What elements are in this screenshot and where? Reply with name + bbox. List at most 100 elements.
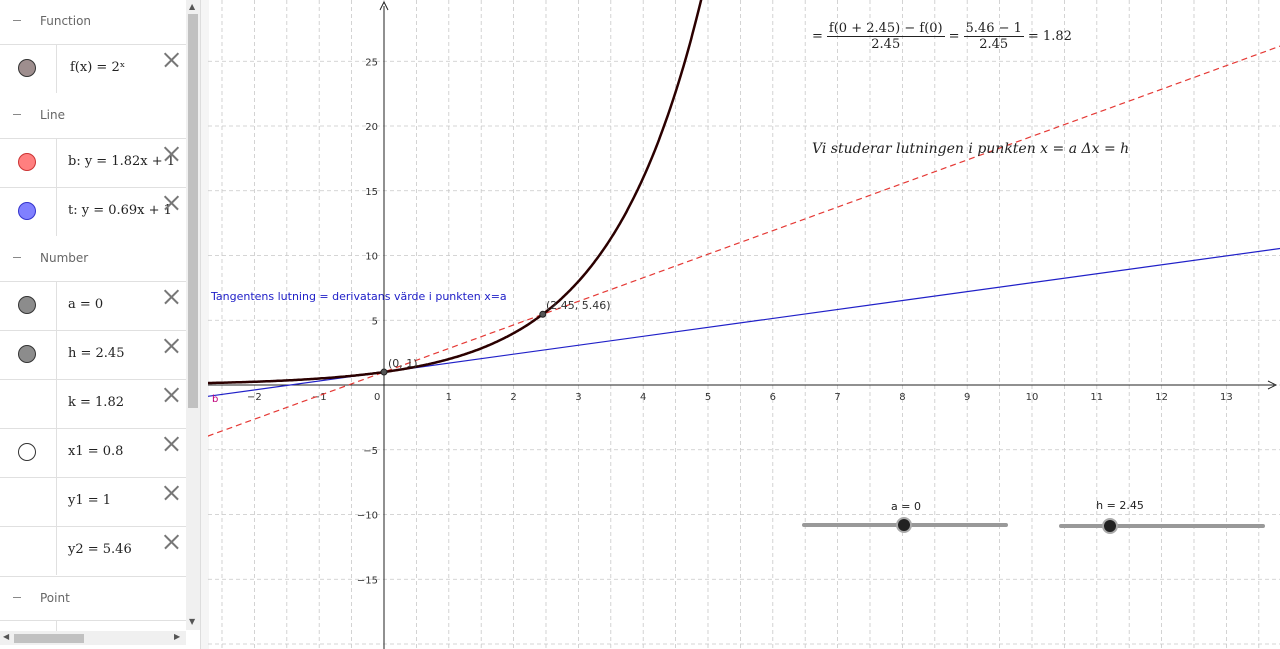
- algebra-row-partial: [0, 620, 186, 631]
- x-tick-label: 13: [1220, 392, 1233, 403]
- slider-h-label: h = 2.45: [1096, 499, 1144, 512]
- scroll-up-icon[interactable]: ▲: [189, 2, 196, 11]
- algebra-row-a[interactable]: a = 0: [0, 281, 186, 330]
- algebra-row-k[interactable]: k = 1.82: [0, 379, 186, 428]
- x-tick-label: 9: [964, 392, 970, 403]
- scroll-left-icon[interactable]: ◀: [3, 632, 10, 641]
- marble-cell: [0, 331, 57, 379]
- function-curve[interactable]: [208, 0, 705, 385]
- slider-h[interactable]: h = 2.45: [1059, 499, 1265, 534]
- group-label: Function: [40, 14, 92, 28]
- group-label: Point: [40, 591, 70, 605]
- x-tick-label: 3: [575, 392, 581, 403]
- x-tick-label: −2: [247, 392, 262, 403]
- y-axis-tick-labels: 25 20 15 10 5 −5 −10 −15: [357, 57, 378, 586]
- marble-cell: [0, 139, 57, 187]
- algebra-view: Function f(x) = 2ˣ Line b: y = 1.82x + 1…: [0, 0, 186, 649]
- secant-line[interactable]: [208, 42, 1280, 450]
- algebra-row-y1[interactable]: y1 = 1: [0, 477, 186, 526]
- fraction-numerator: f(0 + 2.45) − f(0): [826, 20, 945, 37]
- scrollbar-thumb[interactable]: [14, 634, 84, 643]
- algebra-expression[interactable]: y1 = 1: [68, 493, 112, 508]
- algebra-row-y2[interactable]: y2 = 5.46: [0, 526, 186, 575]
- group-function[interactable]: Function: [0, 0, 186, 46]
- algebra-expression[interactable]: x1 = 0.8: [68, 444, 124, 459]
- visibility-toggle-icon[interactable]: [18, 153, 36, 171]
- visibility-toggle-icon[interactable]: [18, 345, 36, 363]
- algebra-row-t[interactable]: t: y = 0.69x + 1: [0, 187, 186, 236]
- group-number[interactable]: Number: [0, 237, 186, 283]
- x-tick-label: 6: [770, 392, 776, 403]
- delete-icon[interactable]: [162, 484, 180, 502]
- grid: [208, 0, 1280, 649]
- algebra-expression[interactable]: f(x) = 2ˣ: [70, 60, 126, 75]
- graphics-view[interactable]: −2 −1 0 1 2 3 4 5 6 7 8 9 10 11 12 13 252015105−5−10−15…: [208, 0, 1280, 649]
- marble-cell: [0, 188, 57, 236]
- tangent-caption: Tangentens lutning = derivatans värde i …: [210, 290, 507, 303]
- group-point[interactable]: Point: [0, 576, 186, 623]
- collapse-icon[interactable]: [11, 15, 23, 27]
- y-tick-label: 15: [365, 187, 378, 198]
- slider-a-label: a = 0: [891, 500, 921, 513]
- x-tick-label: 0: [374, 392, 380, 403]
- delete-icon[interactable]: [162, 533, 180, 551]
- fraction-denominator: 2.45: [979, 36, 1009, 52]
- visibility-toggle-icon[interactable]: [18, 443, 36, 461]
- delete-icon[interactable]: [162, 386, 180, 404]
- delete-icon[interactable]: [162, 337, 180, 355]
- marble-cell: [0, 527, 57, 575]
- algebra-expression[interactable]: b: y = 1.82x + 1: [68, 154, 176, 169]
- formula-result: = 1.82: [1027, 28, 1072, 44]
- collapse-icon[interactable]: [11, 252, 23, 264]
- formula-equals: =: [812, 28, 823, 44]
- scroll-down-icon[interactable]: ▼: [189, 617, 196, 626]
- vertical-scrollbar[interactable]: ▲ ▼: [186, 0, 200, 630]
- point-b-label: (2.45, 5.46): [546, 299, 611, 312]
- algebra-expression[interactable]: t: y = 0.69x + 1: [68, 203, 172, 218]
- x-tick-label: 1: [446, 392, 452, 403]
- point-b[interactable]: [539, 310, 547, 318]
- delete-icon[interactable]: [162, 194, 180, 212]
- algebra-expression[interactable]: k = 1.82: [68, 395, 124, 410]
- x-tick-label: 4: [640, 392, 646, 403]
- algebra-expression[interactable]: a = 0: [68, 297, 104, 312]
- visibility-toggle-icon[interactable]: [18, 59, 36, 77]
- algebra-row-h[interactable]: h = 2.45: [0, 330, 186, 379]
- algebra-row-f[interactable]: f(x) = 2ˣ: [0, 44, 186, 93]
- algebra-expression[interactable]: y2 = 5.46: [68, 542, 132, 557]
- scrollbar-thumb[interactable]: [188, 14, 198, 408]
- delete-icon[interactable]: [162, 435, 180, 453]
- visibility-toggle-icon[interactable]: [18, 202, 36, 220]
- delete-icon[interactable]: [162, 145, 180, 163]
- algebra-row-b[interactable]: b: y = 1.82x + 1: [0, 138, 186, 187]
- collapse-icon[interactable]: [11, 109, 23, 121]
- tangent-line[interactable]: [208, 247, 1280, 402]
- difference-quotient-formula: = f(0 + 2.45) − f(0) 2.45 = 5.46 − 1 2.4…: [812, 16, 1072, 56]
- delete-icon[interactable]: [162, 288, 180, 306]
- delete-icon[interactable]: [162, 51, 180, 69]
- collapse-icon[interactable]: [11, 592, 23, 604]
- x-tick-label: 8: [899, 392, 905, 403]
- fraction-denominator: 2.45: [871, 36, 901, 52]
- scroll-right-icon[interactable]: ▶: [174, 632, 181, 641]
- axes: [208, 0, 1278, 649]
- group-line[interactable]: Line: [0, 94, 186, 140]
- visibility-toggle-icon[interactable]: [18, 296, 36, 314]
- pane-divider[interactable]: [200, 0, 209, 649]
- point-a[interactable]: [380, 368, 388, 376]
- x-tick-label: −1: [312, 392, 327, 403]
- slider-handle[interactable]: [896, 517, 912, 533]
- marble-cell: [0, 45, 57, 93]
- fraction-numerator: 5.46 − 1: [963, 20, 1024, 37]
- y-tick-label: 5: [372, 316, 378, 327]
- slider-a[interactable]: a = 0: [802, 500, 1008, 533]
- horizontal-scrollbar[interactable]: ◀ ▶: [0, 631, 186, 645]
- formula-fraction-1: f(0 + 2.45) − f(0) 2.45: [826, 20, 945, 52]
- y-tick-label: 10: [365, 252, 378, 263]
- y-tick-label: 20: [365, 122, 378, 133]
- point-a-label: (0, 1): [388, 357, 418, 370]
- slider-handle[interactable]: [1102, 518, 1118, 534]
- x-tick-label: 5: [705, 392, 711, 403]
- algebra-expression[interactable]: h = 2.45: [68, 346, 125, 361]
- algebra-row-x1[interactable]: x1 = 0.8: [0, 428, 186, 477]
